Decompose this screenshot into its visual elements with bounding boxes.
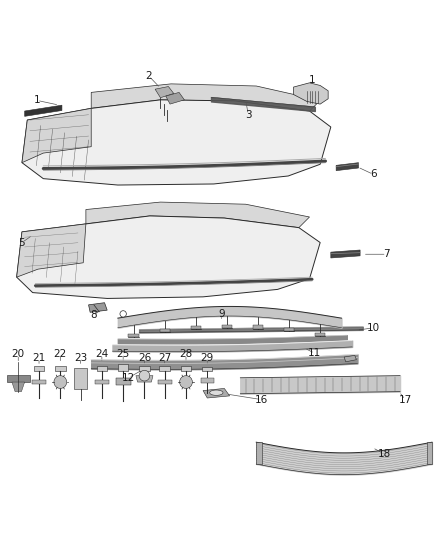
Polygon shape (155, 86, 174, 98)
Polygon shape (86, 202, 310, 228)
Polygon shape (166, 92, 184, 104)
Polygon shape (344, 356, 357, 362)
Polygon shape (191, 326, 201, 329)
Polygon shape (34, 366, 44, 372)
Text: 17: 17 (399, 394, 412, 405)
Text: 27: 27 (158, 353, 171, 363)
Polygon shape (128, 334, 139, 337)
Polygon shape (91, 84, 320, 111)
Polygon shape (55, 366, 66, 372)
Polygon shape (25, 105, 62, 116)
Polygon shape (159, 366, 170, 372)
Circle shape (120, 311, 126, 317)
Polygon shape (159, 329, 170, 333)
Polygon shape (253, 325, 263, 328)
Text: 24: 24 (95, 349, 109, 359)
Text: 11: 11 (308, 348, 321, 358)
Circle shape (180, 376, 192, 389)
Text: 8: 8 (91, 310, 97, 320)
Text: 1: 1 (34, 95, 40, 106)
Text: 29: 29 (201, 353, 214, 363)
Text: 26: 26 (138, 353, 151, 363)
Polygon shape (22, 108, 91, 163)
Polygon shape (95, 380, 109, 384)
Polygon shape (7, 375, 30, 382)
Polygon shape (203, 389, 230, 398)
Polygon shape (17, 224, 86, 277)
Polygon shape (116, 378, 131, 385)
Text: 10: 10 (367, 323, 380, 333)
Polygon shape (256, 442, 261, 464)
Polygon shape (88, 303, 107, 312)
Text: 20: 20 (12, 349, 25, 359)
Polygon shape (427, 442, 432, 464)
Polygon shape (139, 366, 150, 372)
Circle shape (139, 370, 150, 381)
Ellipse shape (210, 390, 223, 395)
Polygon shape (136, 376, 153, 382)
Polygon shape (336, 163, 358, 171)
Polygon shape (74, 368, 87, 389)
Text: 21: 21 (32, 353, 46, 363)
Text: 6: 6 (370, 169, 377, 180)
Text: 3: 3 (245, 110, 251, 120)
Text: 7: 7 (383, 249, 390, 259)
Polygon shape (201, 378, 214, 383)
Polygon shape (118, 364, 128, 372)
Text: 18: 18 (378, 449, 391, 459)
Text: 22: 22 (54, 349, 67, 359)
Text: 1: 1 (309, 75, 315, 85)
Text: 2: 2 (145, 71, 152, 81)
Polygon shape (17, 216, 320, 298)
Polygon shape (202, 367, 212, 372)
Text: 9: 9 (219, 309, 225, 319)
Text: 12: 12 (122, 373, 135, 383)
Polygon shape (22, 100, 331, 185)
Text: 16: 16 (255, 394, 268, 405)
Polygon shape (32, 380, 46, 384)
Text: 25: 25 (117, 349, 130, 359)
Polygon shape (12, 382, 25, 392)
Polygon shape (180, 366, 191, 372)
Polygon shape (293, 83, 328, 104)
Polygon shape (222, 325, 232, 328)
Circle shape (54, 376, 67, 389)
Text: 28: 28 (180, 349, 193, 359)
Polygon shape (284, 328, 294, 332)
Polygon shape (96, 366, 107, 372)
Text: 5: 5 (19, 238, 25, 247)
Polygon shape (331, 250, 360, 258)
Polygon shape (315, 333, 325, 336)
Polygon shape (158, 380, 172, 384)
Text: 23: 23 (74, 353, 87, 363)
